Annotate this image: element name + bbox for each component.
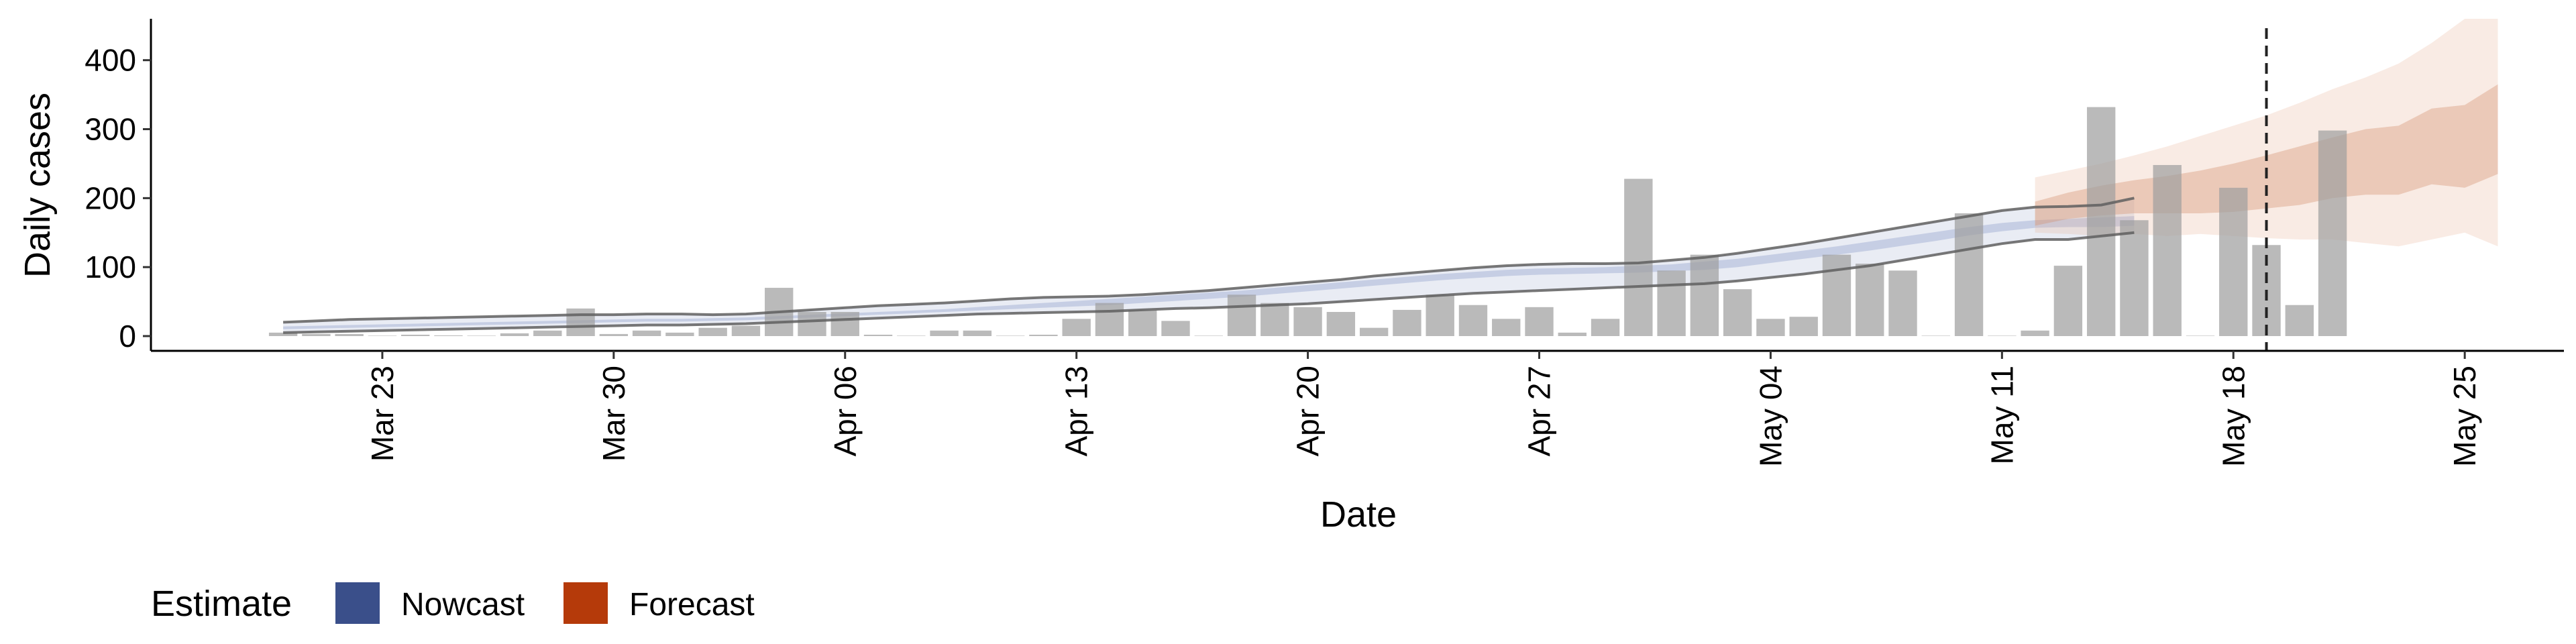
- x-tick-label: May 11: [1984, 366, 2019, 464]
- forecast-outer-band: [2035, 19, 2498, 247]
- observed-bar: [2153, 164, 2182, 336]
- observed-bar: [1492, 319, 1521, 336]
- observed-bar: [2219, 187, 2248, 336]
- nowcast-outline: [283, 197, 2135, 334]
- nowcast-lower-line: [283, 231, 2135, 334]
- legend-swatch-forecast: [564, 582, 608, 624]
- observed-bar: [1227, 294, 1256, 336]
- observed-bar: [599, 333, 629, 336]
- observed-bar: [1856, 264, 1884, 336]
- observed-bar: [2053, 266, 2083, 336]
- x-tick-label: Apr 27: [1522, 366, 1557, 457]
- observed-bar: [731, 325, 761, 336]
- observed-bar: [1723, 289, 1752, 336]
- observed-bar: [1756, 319, 1785, 336]
- forecast-inner-band: [2035, 84, 2498, 226]
- observed-bar: [2086, 107, 2116, 337]
- observed-bar: [401, 334, 430, 336]
- observed-bar: [1822, 254, 1851, 336]
- y-axis-ticks: 0 100 200 300 400: [85, 43, 151, 354]
- legend-swatch-nowcast: [335, 582, 380, 624]
- observed-bar: [434, 335, 463, 336]
- legend-title: Estimate: [151, 584, 292, 624]
- observed-bar: [1260, 303, 1289, 336]
- observed-bar: [665, 332, 694, 336]
- observed-bar: [1426, 294, 1454, 336]
- observed-bar: [1161, 321, 1190, 336]
- observed-bar: [368, 335, 397, 336]
- x-tick-label: Mar 30: [596, 366, 631, 462]
- observed-bar: [1657, 270, 1686, 336]
- observed-bar: [1954, 213, 1984, 336]
- nowcast-outer-band: [283, 198, 2135, 333]
- observed-bar: [2021, 330, 2049, 336]
- y-tick-label: 300: [85, 112, 136, 147]
- observed-bar: [1624, 178, 1653, 336]
- observed-bar: [1525, 307, 1554, 336]
- legend-label-nowcast: Nowcast: [401, 587, 525, 623]
- x-tick-label: Apr 13: [1059, 366, 1094, 457]
- observed-bar: [996, 335, 1025, 336]
- observed-bar: [963, 330, 992, 336]
- observed-bar: [1558, 332, 1587, 336]
- y-axis-title: Daily cases: [17, 93, 58, 278]
- observed-bar: [897, 335, 926, 336]
- legend: Estimate Nowcast Forecast: [151, 582, 755, 624]
- observed-bar: [533, 330, 562, 336]
- observed-bar: [1194, 335, 1223, 336]
- observed-bar: [2186, 335, 2215, 336]
- observed-bar: [268, 332, 298, 336]
- observed-bar: [1393, 309, 1421, 336]
- x-axis-title: Date: [1320, 494, 1397, 535]
- observed-bar: [1062, 319, 1091, 336]
- observed-bar: [1458, 305, 1488, 336]
- x-tick-label: May 04: [1753, 366, 1788, 467]
- x-tick-label: May 18: [2216, 366, 2251, 467]
- y-tick-label: 100: [85, 250, 136, 284]
- forecast-bands: [2035, 19, 2498, 247]
- observed-bar: [798, 312, 826, 336]
- observed-bar: [2120, 220, 2149, 336]
- nowcast-upper-line: [283, 197, 2135, 324]
- observed-bar: [2318, 130, 2347, 337]
- observed-bar: [566, 308, 595, 336]
- observed-bar: [1029, 334, 1058, 336]
- observed-bar: [1591, 319, 1620, 336]
- plot-area: [268, 19, 2498, 351]
- observed-bar: [1988, 335, 2017, 336]
- x-axis-ticks: Mar 23 Mar 30 Apr 06 Apr 13 Apr 20 Apr 27 May …: [365, 351, 2482, 467]
- observed-bar: [830, 312, 859, 336]
- y-tick-label: 400: [85, 43, 136, 78]
- observed-bar: [930, 330, 959, 336]
- x-tick-label: May 25: [2447, 366, 2482, 467]
- observed-bar: [1789, 317, 1818, 336]
- observed-bar: [1359, 327, 1389, 336]
- observed-bar: [1326, 312, 1356, 336]
- observed-bar: [467, 335, 496, 336]
- y-tick-label: 0: [119, 319, 136, 354]
- x-tick-label: Apr 06: [828, 366, 863, 457]
- observed-bar: [1293, 307, 1322, 336]
- observed-bar: [1921, 335, 1950, 336]
- observed-bar: [500, 333, 529, 336]
- observed-bar: [302, 333, 331, 336]
- observed-bar: [698, 327, 727, 336]
- x-tick-label: Apr 20: [1291, 366, 1326, 457]
- observed-bar: [863, 334, 893, 336]
- observed-bar: [335, 333, 364, 336]
- observed-bar: [1888, 270, 1917, 336]
- x-tick-label: Mar 23: [365, 366, 400, 462]
- legend-label-forecast: Forecast: [629, 587, 755, 623]
- nowcast-bands: [283, 198, 2135, 333]
- observed-bar: [1690, 254, 1719, 336]
- observed-bar: [1095, 303, 1124, 336]
- observed-bars: [268, 107, 2347, 337]
- observed-bar: [632, 330, 661, 336]
- observed-bar: [1128, 309, 1157, 336]
- observed-bar: [2285, 305, 2314, 336]
- y-tick-label: 200: [85, 180, 136, 215]
